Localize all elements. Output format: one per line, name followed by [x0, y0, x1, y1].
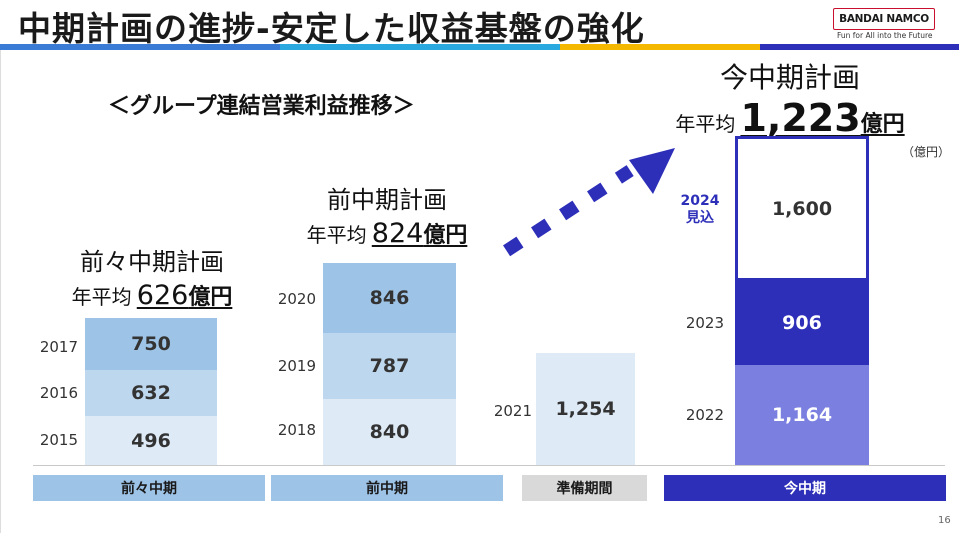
year-label-2022: 2022: [685, 406, 724, 424]
year-label-2023: 2023: [685, 314, 724, 332]
left-border-line: [0, 50, 1, 533]
unit-label: （億円）: [902, 145, 951, 159]
plan-avg-unit: 億円: [188, 285, 233, 310]
bar-2016: 632: [85, 370, 217, 416]
category-current: 今中期: [664, 475, 946, 501]
bar-2015: 496: [85, 416, 217, 465]
plan-avg-unit: 億円: [860, 112, 905, 137]
bar-2019: 787: [323, 333, 456, 399]
bar-2017: 750: [85, 318, 217, 370]
year-label-2015: 2015: [39, 431, 78, 449]
year-label-2024: 2024 見込: [672, 193, 728, 227]
year-label-2016: 2016: [39, 384, 78, 402]
plan-name: 前々中期計画: [80, 248, 224, 276]
bar-2023: 906: [735, 281, 869, 365]
plan-heading-pre-prev: 前々中期計画 年平均 626億円: [52, 242, 252, 311]
plan-heading-prev: 前中期計画 年平均 824億円: [287, 180, 487, 249]
bar-2020: 846: [323, 263, 456, 333]
plan-avg-label: 年平均: [71, 285, 132, 309]
year-2024-note: 見込: [686, 210, 714, 226]
plan-name: 前中期計画: [327, 186, 447, 214]
year-2024: 2024: [680, 193, 720, 209]
plan-avg-value: 626: [136, 280, 189, 311]
page-number: 16: [938, 515, 951, 526]
plan-avg-unit: 億円: [423, 223, 468, 248]
chart-subtitle: ＜グループ連結営業利益推移＞: [108, 94, 415, 119]
bar-2022: 1,164: [735, 365, 869, 465]
bar-2021: 1,254: [536, 353, 635, 465]
year-label-2019: 2019: [277, 357, 316, 375]
plan-avg-value: 824: [371, 218, 424, 249]
growth-arrow-icon: [503, 148, 675, 257]
plan-name: 今中期計画: [719, 61, 860, 94]
category-prep: 準備期間: [522, 475, 647, 501]
year-label-2020: 2020: [277, 290, 316, 308]
bar-2024-forecast: 1,600: [735, 136, 869, 281]
bar-2018: 840: [323, 399, 456, 465]
year-label-2017: 2017: [39, 338, 78, 356]
plan-heading-current: 今中期計画 年平均 1,223億円: [660, 56, 920, 140]
plan-avg-label: 年平均: [306, 223, 367, 247]
page-title: 中期計画の進捗-安定した収益基盤の強化: [18, 9, 645, 48]
title-underline-stripe: [0, 44, 959, 50]
chart-baseline: [33, 465, 945, 466]
bandai-namco-logo: BANDAI NAMCO Fun for All into the Future: [833, 8, 935, 41]
category-pre-prev: 前々中期: [33, 475, 265, 501]
plan-avg-value: 1,223: [740, 96, 861, 140]
plan-avg-label: 年平均: [675, 112, 736, 136]
category-prev: 前中期: [271, 475, 503, 501]
year-label-2018: 2018: [277, 421, 316, 439]
logo-tagline: Fun for All into the Future: [837, 31, 933, 40]
year-label-2021: 2021: [493, 402, 532, 420]
logo-brand: BANDAI NAMCO: [833, 8, 935, 30]
